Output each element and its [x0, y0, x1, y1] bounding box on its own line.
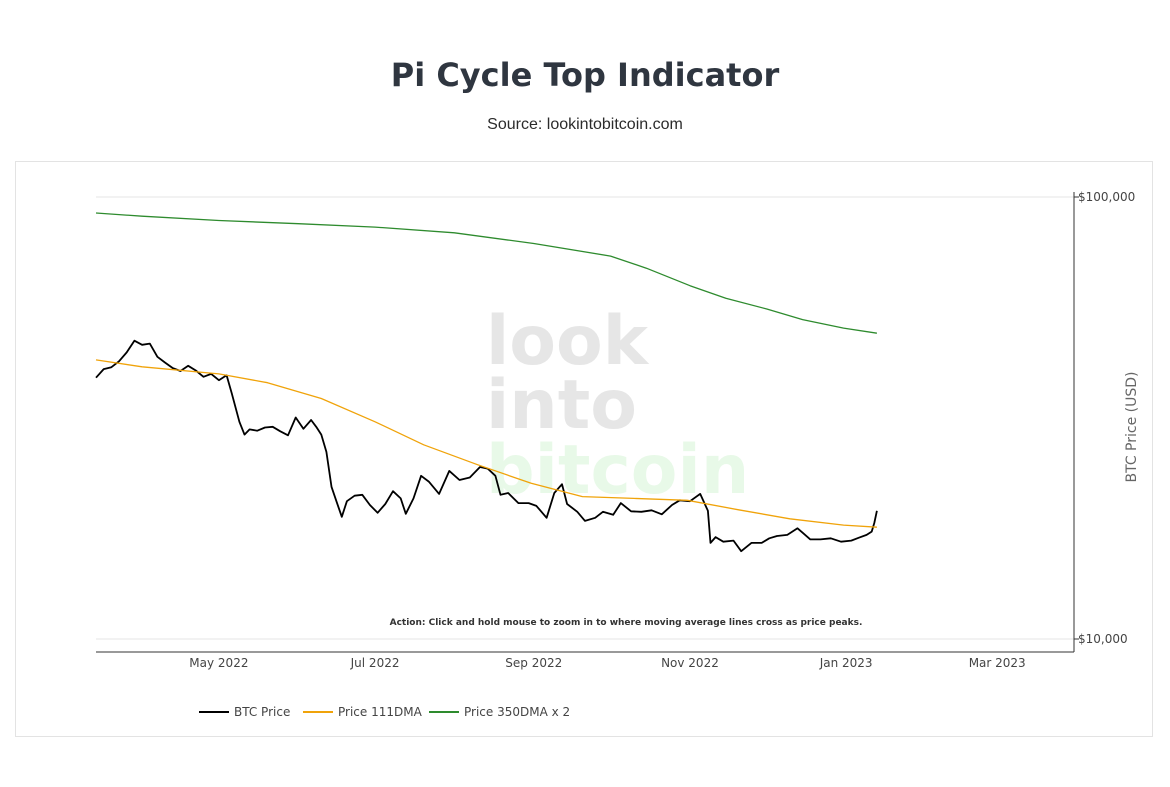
y-tick-label: $100,000	[1078, 190, 1135, 204]
watermark-into: into	[486, 366, 637, 445]
chart-title: Pi Cycle Top Indicator	[390, 56, 780, 94]
chart-frame[interactable]: look into bitcoin May 2022 Jul 2022 Sep 20…	[15, 161, 1153, 737]
y-axis-ticks: $10,000 $100,000	[1074, 190, 1135, 646]
y-tick-label: $10,000	[1078, 632, 1128, 646]
pi-cycle-chart[interactable]: look into bitcoin May 2022 Jul 2022 Sep 20…	[16, 162, 1152, 736]
series-lines	[95, 212, 878, 553]
watermark-bitcoin: bitcoin	[486, 431, 749, 510]
series-line-price-350dma-x-2	[95, 212, 877, 334]
series-line-btc-price	[95, 339, 878, 553]
legend-item[interactable]: Price 350DMA x 2	[429, 705, 570, 719]
legend-label: Price 350DMA x 2	[464, 705, 570, 719]
x-tick-label: Mar 2023	[969, 656, 1026, 670]
legend-item[interactable]: BTC Price	[199, 705, 290, 719]
legend[interactable]: BTC Price Price 111DMA Price 350DMA x 2	[199, 705, 570, 719]
watermark-logo: look into bitcoin	[486, 302, 749, 510]
legend-label: BTC Price	[234, 705, 290, 719]
zoom-annotation: Action: Click and hold mouse to zoom in …	[390, 618, 863, 628]
series-line-price-111dma	[95, 359, 877, 528]
x-tick-label: May 2022	[189, 656, 248, 670]
x-tick-label: Nov 2022	[661, 656, 719, 670]
x-tick-label: Jan 2023	[819, 656, 873, 670]
legend-label: Price 111DMA	[338, 705, 423, 719]
grid-lines	[96, 196, 1074, 640]
x-tick-label: Sep 2022	[505, 656, 562, 670]
x-axis-ticks: May 2022 Jul 2022 Sep 2022 Nov 2022 Jan 2023…	[189, 656, 1025, 670]
y-axis-title: BTC Price (USD)	[1124, 371, 1140, 482]
legend-item[interactable]: Price 111DMA	[303, 705, 423, 719]
x-tick-label: Jul 2022	[350, 656, 400, 670]
chart-subtitle: Source: lookintobitcoin.com	[487, 116, 683, 133]
watermark-look: look	[486, 302, 650, 381]
